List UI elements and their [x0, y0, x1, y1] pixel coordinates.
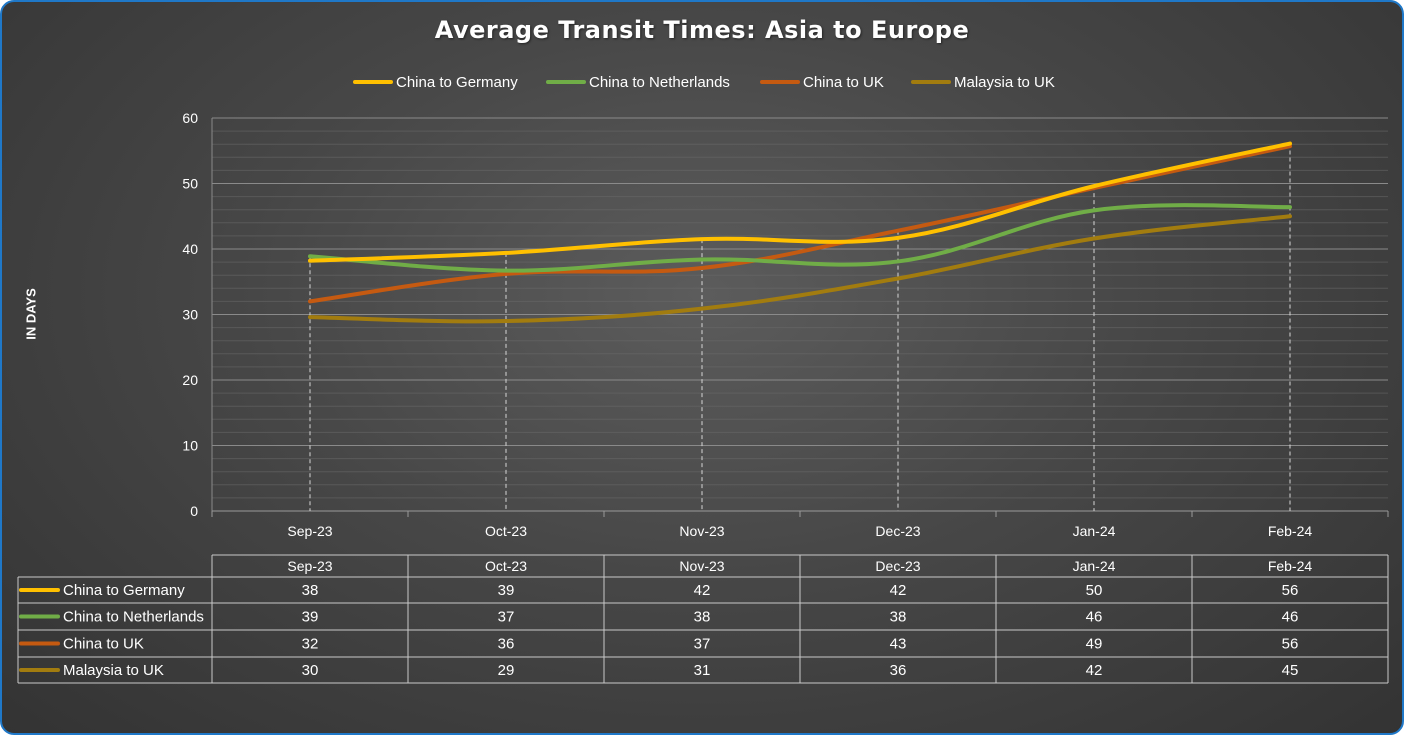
- table-header-cell: Feb-24: [1268, 558, 1313, 574]
- y-tick-label: 10: [182, 438, 198, 454]
- table-data-cell: 29: [498, 662, 515, 679]
- table-header-cell: Oct-23: [485, 558, 527, 574]
- legend-label: Malaysia to UK: [954, 74, 1055, 91]
- table-data-cell: 42: [890, 582, 907, 599]
- table-header-cell: Nov-23: [679, 558, 724, 574]
- table-data-cell: 49: [1086, 636, 1103, 653]
- table-data-cell: 36: [498, 636, 515, 653]
- table-data-cell: 30: [302, 662, 319, 679]
- x-tick-label: Dec-23: [875, 523, 920, 539]
- table-data-cell: 39: [498, 582, 515, 599]
- legend-label: China to UK: [803, 74, 884, 91]
- table-data-cell: 56: [1282, 582, 1299, 599]
- table-data-cell: 45: [1282, 662, 1299, 679]
- legend-label: China to Germany: [396, 74, 518, 91]
- table-data-cell: 39: [302, 609, 319, 626]
- table-data-cell: 31: [694, 662, 711, 679]
- table-data-cell: 32: [302, 636, 319, 653]
- table-data-cell: 38: [694, 609, 711, 626]
- table-data-cell: 56: [1282, 636, 1299, 653]
- y-tick-label: 30: [182, 307, 198, 323]
- table-data-cell: 36: [890, 662, 907, 679]
- table-header-cell: Sep-23: [287, 558, 332, 574]
- table-data-cell: 37: [694, 636, 711, 653]
- y-tick-label: 50: [182, 176, 198, 192]
- table-data-cell: 42: [1086, 662, 1103, 679]
- table-data-cell: 50: [1086, 582, 1103, 599]
- y-tick-label: 20: [182, 372, 198, 388]
- y-tick-label: 60: [182, 110, 198, 126]
- table-data-cell: 43: [890, 636, 907, 653]
- x-tick-label: Feb-24: [1268, 523, 1313, 539]
- x-tick-label: Oct-23: [485, 523, 527, 539]
- series-line: [308, 141, 1292, 263]
- series-line: [308, 203, 1292, 273]
- table-row-label: Malaysia to UK: [63, 662, 164, 679]
- table-row-label: China to UK: [63, 636, 144, 653]
- table-header-cell: Dec-23: [875, 558, 920, 574]
- table-row-label: China to Germany: [63, 582, 185, 599]
- y-tick-label: 0: [190, 503, 198, 519]
- series-line: [308, 144, 1292, 304]
- table-data-cell: 37: [498, 609, 515, 626]
- table-data-cell: 42: [694, 582, 711, 599]
- y-tick-label: 40: [182, 241, 198, 257]
- x-tick-label: Nov-23: [679, 523, 724, 539]
- table-data-cell: 46: [1282, 609, 1299, 626]
- x-tick-label: Jan-24: [1073, 523, 1116, 539]
- x-tick-label: Sep-23: [287, 523, 332, 539]
- legend-label: China to Netherlands: [589, 74, 730, 91]
- table-data-cell: 38: [890, 609, 907, 626]
- table-data-cell: 38: [302, 582, 319, 599]
- series-line: [308, 214, 1292, 324]
- table-data-cell: 46: [1086, 609, 1103, 626]
- table-header-cell: Jan-24: [1073, 558, 1116, 574]
- table-row-label: China to Netherlands: [63, 609, 204, 626]
- chart-title: Average Transit Times: Asia to Europe: [434, 16, 970, 44]
